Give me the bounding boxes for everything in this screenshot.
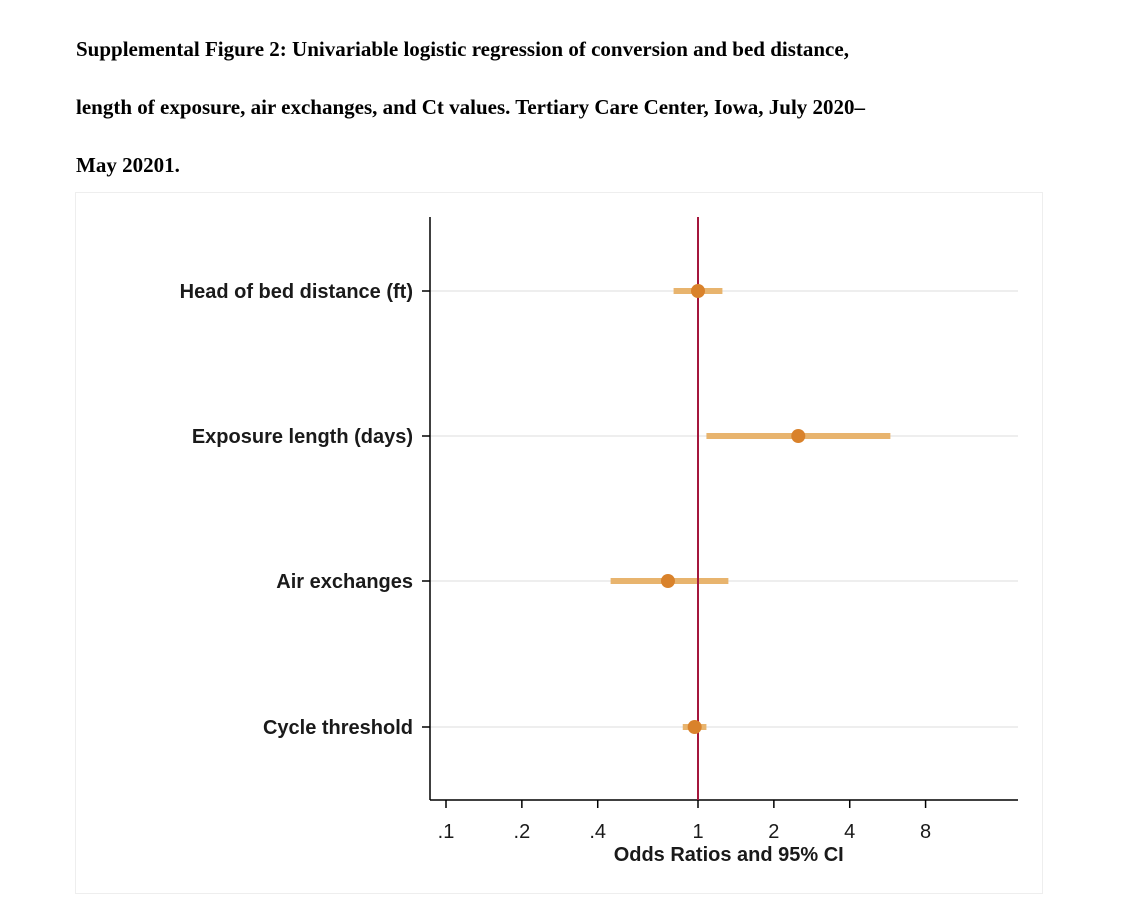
x-tick-label: 4 (844, 821, 855, 843)
x-axis-title: Odds Ratios and 95% CI (614, 844, 844, 866)
odds-ratio-point (791, 429, 806, 443)
x-tick-label: .4 (589, 821, 606, 843)
x-tick-label: .2 (514, 821, 531, 843)
x-tick-label: 8 (920, 821, 931, 843)
x-tick-label: 1 (692, 821, 703, 843)
y-tick-label: Cycle threshold (263, 717, 413, 739)
odds-ratio-point (691, 284, 705, 298)
odds-ratio-point (660, 574, 675, 588)
caption-line-3: May 20201. (76, 153, 180, 177)
figure-caption: Supplemental Figure 2: Univariable logis… (76, 20, 1056, 194)
x-tick-label: 2 (768, 821, 779, 843)
caption-line-2: length of exposure, air exchanges, and C… (76, 95, 866, 119)
y-tick-label: Exposure length (days) (192, 426, 413, 448)
figure-frame (75, 192, 1043, 894)
x-tick-label: .1 (438, 821, 455, 843)
odds-ratio-point (687, 720, 702, 734)
y-tick-label: Head of bed distance (ft) (180, 281, 413, 303)
caption-line-1: Supplemental Figure 2: Univariable logis… (76, 37, 849, 61)
y-tick-label: Air exchanges (276, 571, 413, 593)
